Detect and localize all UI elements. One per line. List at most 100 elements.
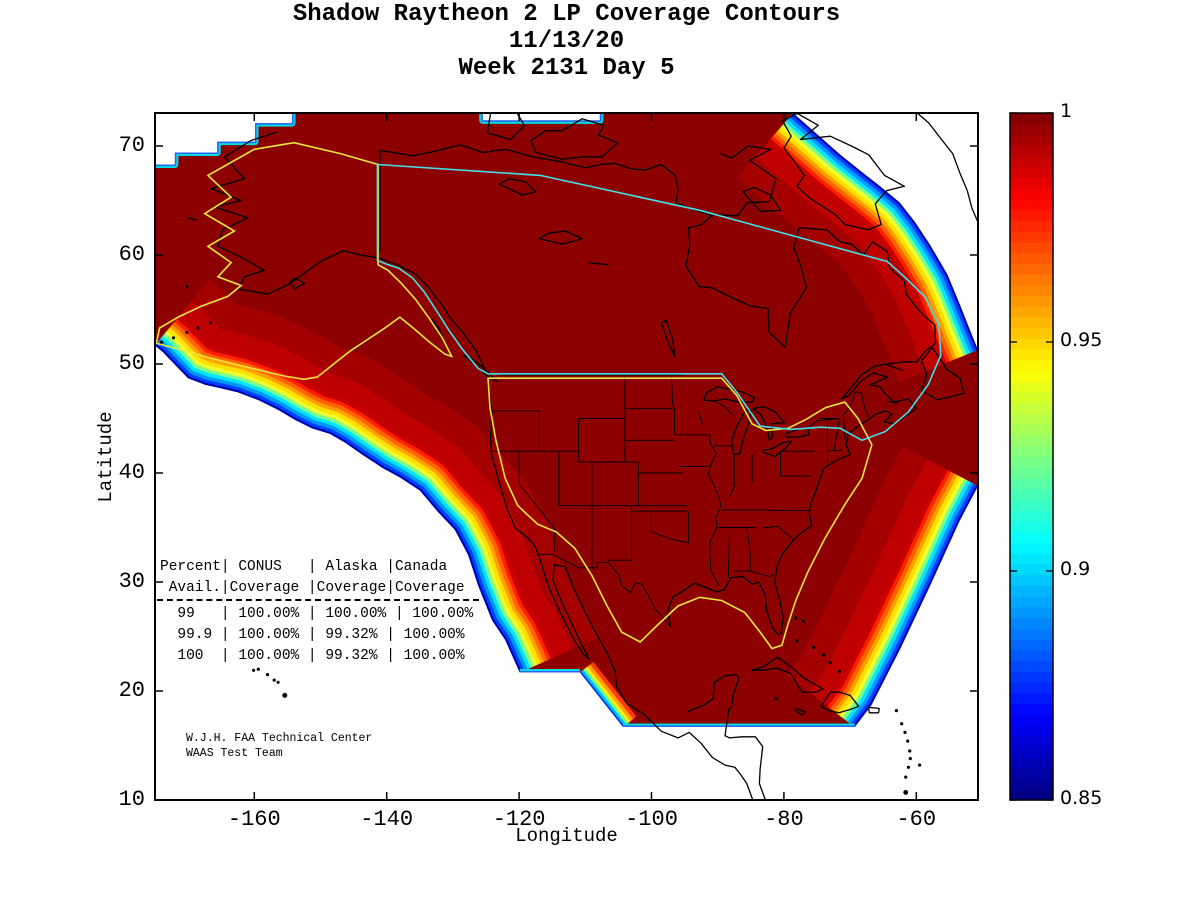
coverage-table-row-99-9: 99.9 | 100.00% | 99.32% | 100.00%	[160, 627, 465, 643]
coastline	[867, 706, 880, 714]
coastline	[917, 113, 978, 224]
colorbar-band	[1010, 359, 1053, 372]
coastline	[762, 440, 792, 458]
coastline	[210, 131, 754, 800]
island-dot	[908, 757, 912, 761]
coastline	[730, 409, 753, 456]
colorbar-band	[1010, 198, 1053, 211]
state-border-line	[843, 415, 846, 440]
colorbar-band	[1010, 757, 1053, 769]
plot-frame	[154, 112, 979, 801]
colorbar-band	[1010, 563, 1053, 576]
colorbar-band	[1010, 714, 1053, 726]
island-dot	[812, 645, 816, 650]
credit-line-1: W.J.H. FAA Technical Center	[186, 732, 373, 745]
y-tick-label: 20	[118, 678, 145, 703]
island-dot	[774, 697, 778, 701]
colorbar-tick-label: 1	[1060, 100, 1073, 122]
colorbar-band	[1010, 134, 1053, 146]
island-dot	[822, 653, 826, 657]
coastline	[289, 277, 306, 290]
island-dot	[795, 639, 799, 643]
colorbar-band	[1010, 252, 1053, 264]
coastline	[781, 113, 906, 231]
y-tick-label: 30	[118, 569, 145, 594]
coastline	[751, 656, 824, 693]
credit-line-2: WAAS Test Team	[186, 747, 283, 760]
island-dot	[185, 285, 189, 289]
colorbar-band	[1010, 735, 1053, 747]
x-tick-label: -80	[764, 807, 804, 832]
page-title: Shadow Raytheon 2 LP Coverage Contours	[292, 1, 841, 28]
state-border-line	[651, 531, 689, 544]
colorbar-band	[1010, 295, 1053, 307]
colorbar-band	[1010, 681, 1053, 694]
colorbar-band	[1010, 703, 1053, 715]
colorbar-band	[1010, 209, 1053, 221]
colorbar-band	[1010, 435, 1053, 447]
state-border-line	[746, 527, 751, 572]
availability-contour-band	[155, 113, 294, 166]
title-date: 11/13/20	[508, 28, 625, 55]
colorbar-band	[1010, 241, 1053, 254]
y-axis-label: Latitude	[95, 411, 117, 503]
colorbar-frame	[1009, 112, 1054, 801]
availability-contour-band	[481, 113, 602, 122]
coverage-table-header-2: Avail.|Coverage |Coverage|Coverage	[160, 580, 465, 596]
colorbar-band	[1010, 789, 1053, 801]
colorbar	[1009, 112, 1054, 801]
colorbar-band	[1010, 445, 1053, 458]
colorbar-band	[1010, 274, 1053, 286]
colorbar-band	[1010, 155, 1053, 168]
state-border-line	[729, 454, 735, 497]
coastline	[486, 113, 526, 141]
colorbar-band	[1010, 188, 1053, 200]
island-dot	[265, 673, 270, 677]
colorbar-band	[1010, 585, 1053, 597]
colorbar-band	[1010, 499, 1053, 511]
island-dot	[801, 619, 805, 623]
island-dot	[908, 749, 912, 753]
x-axis-label: Longitude	[515, 825, 618, 847]
coastline	[784, 426, 810, 438]
colorbar-band	[1010, 671, 1053, 683]
colorbar-band	[1010, 649, 1053, 662]
colorbar-band	[1010, 166, 1053, 178]
coastline	[187, 217, 197, 221]
island-dot	[906, 739, 910, 743]
state-border-line	[670, 374, 676, 435]
colorbar-band	[1010, 220, 1053, 232]
x-tick-label: -160	[227, 807, 281, 832]
colorbar-band	[1010, 724, 1053, 737]
colorbar-band	[1010, 467, 1053, 479]
colorbar-band	[1010, 477, 1053, 490]
state-border-line	[727, 527, 731, 578]
x-tick-label: -120	[492, 807, 546, 832]
colorbar-band	[1010, 778, 1053, 790]
colorbar-band	[1010, 306, 1053, 318]
coverage-table-row-100: 100 | 100.00% | 99.32% | 100.00%	[160, 648, 465, 664]
alaska-region-outline	[155, 141, 454, 381]
colorbar-band	[1010, 113, 1053, 125]
state-border-line	[763, 525, 794, 540]
colorbar-band	[1010, 553, 1053, 565]
state-border-line	[538, 553, 672, 627]
y-tick-label: 60	[118, 242, 145, 267]
island-dot	[252, 668, 256, 672]
coastline	[703, 386, 756, 403]
island-dot	[904, 775, 908, 779]
colorbar-tick-label: 0.9	[1060, 558, 1091, 580]
coastline	[794, 707, 806, 716]
colorbar-band	[1010, 606, 1053, 619]
colorbar-band	[1010, 381, 1053, 393]
island-dot	[282, 692, 288, 698]
island-dot	[196, 326, 200, 330]
colorbar-tick-label: 0.95	[1060, 329, 1103, 351]
colorbar-band	[1010, 177, 1053, 189]
colorbar-band	[1010, 145, 1053, 157]
colorbar-band	[1010, 370, 1053, 382]
colorbar-band	[1010, 402, 1053, 415]
coastline	[920, 346, 965, 401]
colorbar-band	[1010, 263, 1053, 275]
